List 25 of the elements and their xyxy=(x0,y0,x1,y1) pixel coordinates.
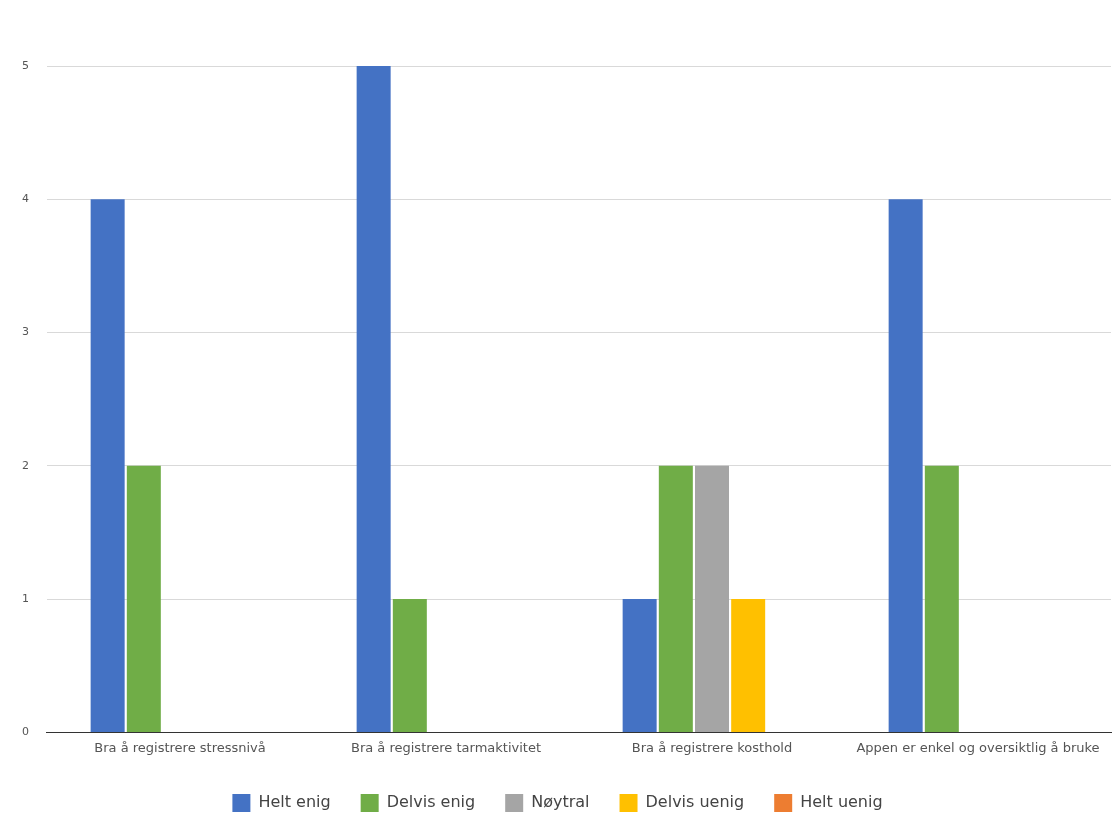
bar xyxy=(695,465,729,732)
x-tick-label: Bra å registrere kosthold xyxy=(631,739,793,755)
legend-label: Delvis uenig xyxy=(645,792,745,812)
y-tick-label: 3 xyxy=(22,325,29,339)
legend-label: Nøytral xyxy=(531,792,590,812)
legend-label: Helt enig xyxy=(258,792,331,812)
bar xyxy=(126,465,161,732)
bar xyxy=(90,199,125,732)
y-tick-label: 5 xyxy=(22,58,29,72)
bar xyxy=(924,465,959,732)
y-tick-label: 1 xyxy=(22,591,29,605)
x-tick-label: Appen er enkel og oversiktlig å bruke xyxy=(856,739,1100,755)
y-tick-label: 2 xyxy=(22,458,29,472)
x-tick-label: Bra å registrere tarmaktivitet xyxy=(350,739,542,755)
legend-label: Helt uenig xyxy=(800,792,883,812)
y-tick-label: 0 xyxy=(22,725,29,739)
bar xyxy=(356,66,391,732)
bar xyxy=(658,465,693,732)
legend-label: Delvis enig xyxy=(386,792,476,812)
x-tick-label: Bra å registrere stressnivå xyxy=(94,739,266,755)
bar xyxy=(622,599,657,732)
bar xyxy=(888,199,923,732)
y-tick-label: 4 xyxy=(22,192,29,206)
bar xyxy=(731,599,766,732)
bar xyxy=(392,599,427,732)
